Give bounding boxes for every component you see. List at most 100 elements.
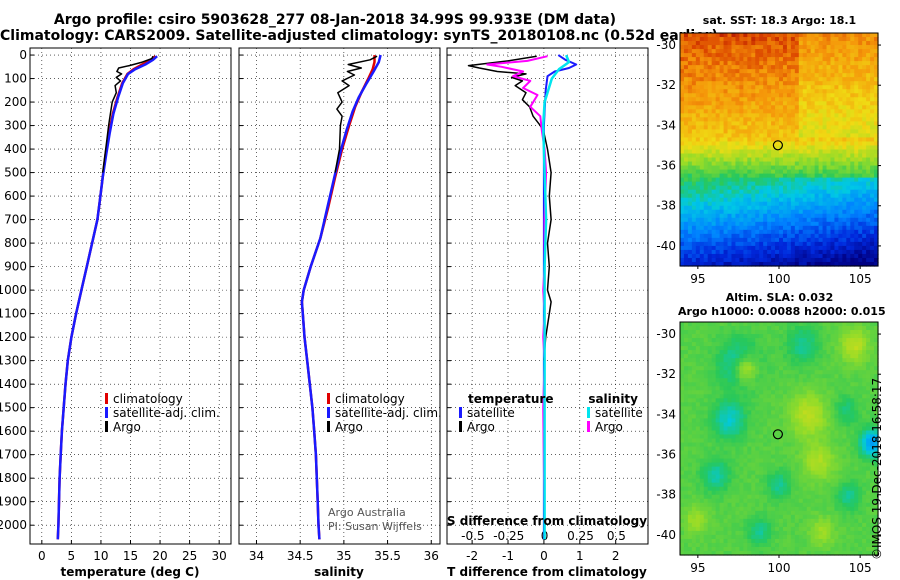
map-cell	[854, 189, 859, 195]
map-cell	[771, 105, 776, 110]
map-cell	[870, 69, 875, 74]
map-cell	[786, 81, 792, 86]
map-cell	[818, 129, 824, 135]
map-cell	[711, 434, 717, 440]
map-cell	[767, 326, 772, 331]
map-cell	[822, 406, 828, 411]
map-cell	[850, 105, 855, 110]
map-cell	[794, 253, 800, 259]
map-cell	[707, 213, 713, 219]
map-cell	[810, 346, 816, 351]
map-cell	[794, 145, 800, 151]
map-cell	[846, 257, 851, 263]
map-cell	[707, 105, 713, 110]
map-cell	[794, 402, 800, 407]
map-cell	[755, 354, 760, 359]
map-cell	[822, 446, 828, 452]
map-cell	[794, 81, 800, 86]
map-cell	[771, 97, 776, 102]
map-cell	[731, 109, 737, 114]
map-cell	[830, 121, 836, 126]
map-cell	[779, 466, 784, 472]
map-cell	[854, 418, 859, 424]
map-cell	[779, 358, 784, 363]
map-cell	[782, 253, 788, 259]
map-cell	[874, 358, 879, 363]
map-cell	[790, 157, 796, 163]
map-cell	[775, 173, 780, 179]
map-cell	[830, 225, 836, 231]
map-cell	[731, 398, 737, 403]
map-cell	[830, 346, 836, 351]
map-cell	[826, 129, 832, 135]
map-cell	[810, 205, 816, 211]
map-cell	[763, 326, 768, 331]
map-cell	[743, 386, 748, 391]
map-cell	[699, 69, 705, 74]
map-cell	[842, 145, 847, 151]
map-cell	[870, 330, 875, 335]
map-cell	[814, 370, 820, 375]
map-cell	[850, 113, 855, 118]
map-cell	[695, 81, 701, 86]
map-cell	[775, 253, 780, 259]
map-cell	[874, 73, 879, 78]
map-cell	[755, 37, 760, 42]
map-cell	[731, 33, 737, 38]
map-cell	[719, 370, 725, 375]
map-cell	[683, 225, 689, 231]
map-cell	[687, 121, 693, 126]
map-cell	[767, 414, 772, 420]
map-cell	[842, 113, 847, 118]
map-cell	[755, 141, 760, 147]
map-cell	[759, 450, 764, 456]
map-cell	[858, 185, 863, 191]
map-cell	[854, 169, 859, 175]
map-cell	[794, 342, 800, 347]
map-cell	[826, 406, 832, 411]
map-cell	[870, 41, 875, 46]
map-cell	[854, 406, 859, 411]
map-cell	[798, 205, 804, 211]
map-cell	[767, 77, 772, 82]
map-cell	[735, 197, 740, 203]
map-cell	[731, 450, 737, 456]
map-cell	[806, 37, 812, 42]
map-cell	[826, 157, 832, 163]
map-cell	[755, 73, 760, 78]
map-cell	[747, 466, 752, 472]
map-cell	[699, 65, 705, 70]
map-cell	[826, 237, 832, 243]
map-cell	[850, 153, 855, 159]
map-cell	[771, 394, 776, 399]
map-cell	[683, 350, 689, 355]
map-cell	[755, 462, 760, 468]
map-cell	[790, 406, 796, 411]
map-cell	[711, 93, 717, 98]
map-cell	[767, 330, 772, 335]
map-cell	[786, 33, 792, 38]
map-cell	[782, 85, 788, 90]
map-cell	[683, 382, 689, 387]
map-cell	[727, 354, 733, 359]
map-cell	[683, 434, 689, 440]
map-cell	[858, 414, 863, 420]
map-cell	[703, 257, 709, 263]
map-cell	[727, 442, 733, 448]
map-cell	[715, 181, 721, 187]
map-cell	[838, 229, 843, 235]
map-cell	[763, 149, 768, 155]
map-cell	[687, 245, 693, 251]
map-cell	[794, 89, 800, 94]
map-cell	[775, 65, 780, 70]
map-cell	[874, 430, 879, 436]
map-cell	[759, 410, 764, 415]
map-cell	[834, 233, 839, 239]
map-cell	[703, 249, 709, 255]
map-cell	[747, 237, 752, 243]
map-cell	[719, 97, 725, 102]
map-cell	[822, 450, 828, 456]
map-cell	[683, 386, 689, 391]
map-cell	[747, 193, 752, 199]
map-cell	[759, 434, 764, 440]
